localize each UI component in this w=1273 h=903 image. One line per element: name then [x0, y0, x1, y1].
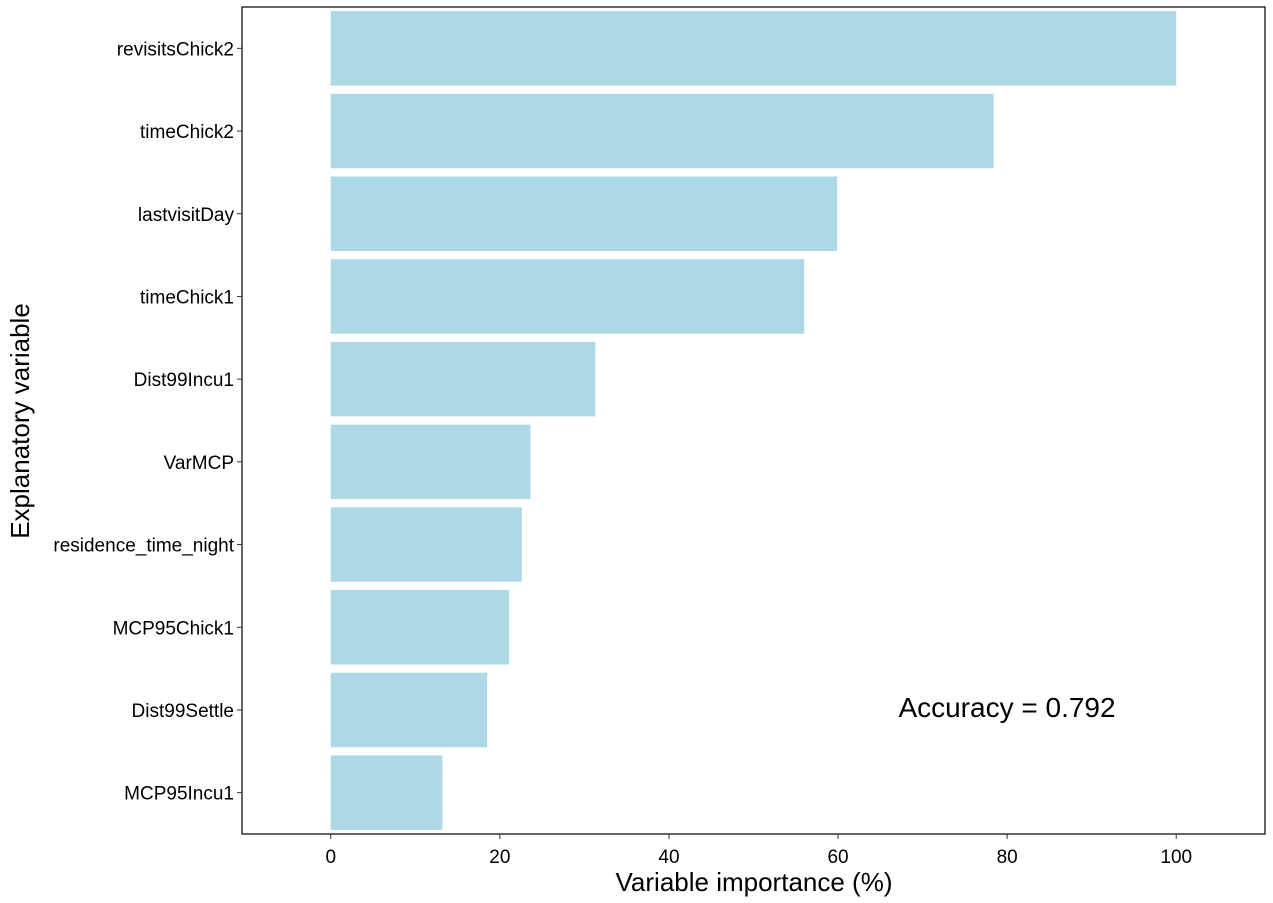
- bar-Dist99Incu1: [330, 341, 596, 417]
- y-tick-label: lastvisitDay: [138, 205, 235, 226]
- x-tick-label: 80: [997, 847, 1018, 868]
- x-axis: 0 20 40 60 80 100: [325, 834, 1192, 868]
- y-axis-title: Explanatory variable: [5, 303, 35, 539]
- y-tick-label: residence_time_night: [53, 536, 234, 557]
- x-axis-title: Variable importance (%): [616, 867, 893, 897]
- bar-MCP95Chick1: [330, 590, 510, 665]
- y-axis: revisitsChick2 timeChick2 lastvisitDay time…: [53, 39, 242, 805]
- bar-timeChick2: [330, 93, 994, 169]
- bar-revisitsChick2: [330, 11, 1177, 86]
- y-tick-label: timeChick2: [140, 122, 234, 143]
- bars: [330, 11, 1177, 830]
- x-tick-label: 100: [1160, 847, 1192, 868]
- y-tick-label: Dist99Settle: [132, 701, 234, 722]
- bar-lastvisitDay: [330, 176, 838, 251]
- y-tick-label: timeChick1: [140, 287, 234, 308]
- y-tick-label: Dist99Incu1: [134, 370, 234, 391]
- y-tick-label: MCP95Incu1: [124, 784, 234, 805]
- accuracy-annotation: Accuracy = 0.792: [898, 692, 1115, 723]
- y-tick-label: MCP95Chick1: [113, 618, 234, 639]
- panel-border: [241, 6, 1266, 835]
- bar-residence_time_night: [330, 507, 522, 582]
- x-tick-label: 40: [658, 847, 679, 868]
- y-tick-label: revisitsChick2: [117, 39, 234, 60]
- bar-MCP95Incu1: [330, 755, 443, 830]
- bar-Dist99Settle: [330, 672, 488, 748]
- bar-timeChick1: [330, 259, 805, 334]
- x-tick-label: 0: [325, 847, 336, 868]
- bar-VarMCP: [330, 424, 531, 500]
- x-tick-label: 60: [827, 847, 848, 868]
- y-tick-label: VarMCP: [164, 453, 234, 474]
- x-tick-label: 20: [489, 847, 510, 868]
